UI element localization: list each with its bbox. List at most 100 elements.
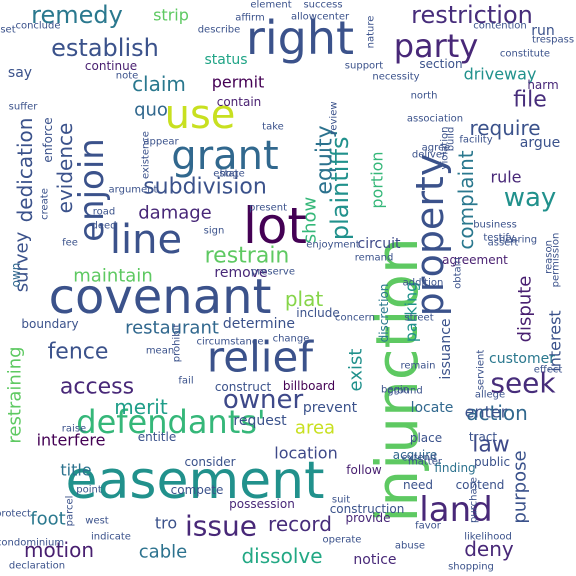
- word-concern: concern: [335, 313, 375, 324]
- word-describe: describe: [198, 25, 241, 36]
- word-association: association: [407, 114, 463, 125]
- word-estate: estate: [213, 169, 244, 180]
- word-take: take: [262, 122, 284, 133]
- word-point: point: [76, 485, 102, 496]
- word-say: say: [8, 65, 32, 81]
- word-issue: issue: [185, 510, 257, 543]
- word-run: run: [531, 23, 555, 39]
- word-tro: tro: [155, 514, 177, 533]
- word-condominium: condominium: [0, 538, 64, 549]
- word-file: file: [513, 88, 547, 113]
- word-deny: deny: [464, 537, 514, 561]
- word-cable: cable: [139, 542, 187, 563]
- word-continue: continue: [85, 59, 137, 73]
- word-need: need: [403, 478, 433, 492]
- word-violation: violation: [440, 127, 451, 170]
- word-land: land: [419, 490, 492, 530]
- word-compete: compete: [171, 483, 224, 497]
- word-reason: reason: [544, 240, 555, 274]
- word-claim: claim: [132, 72, 186, 96]
- word-equity: equity: [313, 125, 338, 194]
- word-servient: servient: [476, 350, 487, 391]
- word-strip: strip: [153, 6, 189, 25]
- word-effect: effect: [534, 365, 563, 376]
- word-element: element: [250, 0, 291, 11]
- word-plat: plat: [285, 287, 324, 311]
- word-allege: allege: [475, 390, 505, 401]
- word-fee: fee: [62, 238, 78, 249]
- word-support: support: [345, 61, 383, 72]
- word-street: street: [404, 313, 433, 324]
- word-establish: establish: [51, 34, 159, 62]
- word-testify: testify: [483, 233, 514, 244]
- word-remain: remain: [400, 361, 435, 372]
- word-interfere: interfere: [37, 431, 106, 450]
- word-present: present: [249, 203, 287, 214]
- word-appear: appear: [143, 137, 179, 148]
- word-billboard: billboard: [283, 379, 335, 393]
- word-covenant: covenant: [49, 269, 272, 325]
- word-complaint: complaint: [454, 150, 478, 249]
- word-exist: exist: [346, 349, 367, 392]
- word-enforce: enforce: [41, 117, 55, 162]
- word-deed: deed: [92, 221, 117, 232]
- word-purpose: purpose: [510, 450, 531, 523]
- word-deliver: deliver: [412, 150, 447, 161]
- word-road: road: [93, 207, 116, 218]
- word-prohibit: prohibit: [172, 324, 183, 363]
- word-note: note: [116, 71, 139, 82]
- word-access: access: [60, 375, 134, 400]
- word-protect: protect: [0, 509, 31, 520]
- word-obtain: obtain: [453, 257, 464, 289]
- word-action: action: [466, 401, 528, 425]
- word-declaration: declaration: [9, 561, 65, 572]
- word-circuit: circuit: [358, 236, 401, 252]
- word-remedy: remedy: [31, 1, 123, 29]
- word-parcel: parcel: [65, 496, 76, 527]
- word-injunction: injunction: [363, 237, 431, 523]
- word-constitute: constitute: [500, 49, 550, 60]
- word-contention: contention: [473, 21, 527, 32]
- word-subdivision: subdivision: [143, 175, 267, 200]
- word-include: include: [296, 306, 339, 320]
- word-interest: interest: [546, 310, 565, 371]
- word-public: public: [474, 455, 510, 469]
- word-follow: follow: [346, 463, 382, 477]
- word-rule: rule: [490, 168, 521, 187]
- word-begin: begin: [381, 385, 409, 396]
- word-agree: agree: [422, 143, 451, 154]
- word-line: line: [110, 217, 182, 263]
- word-raise: raise: [62, 424, 86, 435]
- word-survey: survey: [12, 231, 33, 292]
- word-motion: motion: [24, 538, 94, 562]
- word-right: right: [246, 11, 354, 65]
- word-shopping: shopping: [448, 562, 494, 573]
- word-enjoyment: enjoyment: [306, 240, 360, 251]
- word-north: north: [411, 91, 438, 102]
- word-abuse: abuse: [395, 541, 425, 552]
- word-seek: seek: [490, 367, 556, 400]
- word-way: way: [504, 183, 557, 213]
- word-create: create: [40, 188, 51, 220]
- word-area: area: [295, 418, 335, 439]
- word-enjoin: enjoin: [72, 138, 112, 242]
- word-hog: hog: [220, 169, 239, 180]
- word-defendants: defendants': [76, 403, 265, 441]
- word-status: status: [204, 52, 247, 68]
- word-provide: provide: [345, 511, 390, 525]
- word-restrain: restrain: [205, 244, 290, 269]
- word-fence: fence: [48, 340, 109, 365]
- word-restaurant: restaurant: [125, 318, 219, 339]
- word-prevent: prevent: [303, 400, 358, 416]
- word-argument: argument: [109, 185, 158, 196]
- word-own: own: [9, 263, 23, 288]
- word-trespass: trespass: [532, 35, 574, 46]
- word-favor: favor: [415, 521, 442, 532]
- word-facility: facility: [459, 135, 492, 146]
- word-damage: damage: [138, 203, 212, 224]
- word-suit: suit: [332, 495, 350, 506]
- word-merit: merit: [114, 395, 168, 419]
- word-change: change: [273, 334, 310, 345]
- word-remand: remand: [355, 253, 394, 264]
